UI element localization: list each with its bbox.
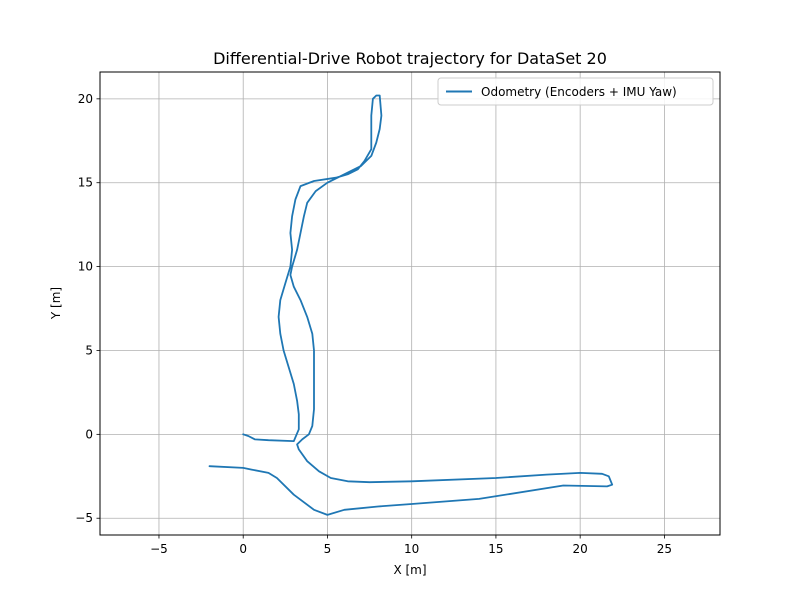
y-tick-label: 20 xyxy=(78,92,93,106)
y-axis-label: Y [m] xyxy=(49,287,63,320)
chart-title: Differential-Drive Robot trajectory for … xyxy=(213,49,607,68)
x-tick-label: −5 xyxy=(150,542,168,556)
axis-ticks: −5 0 5 10 15 20 25 −5 0 5 10 15 20 xyxy=(75,92,672,556)
x-tick-label: 5 xyxy=(324,542,332,556)
x-tick-label: 20 xyxy=(573,542,588,556)
y-tick-label: 10 xyxy=(78,260,93,274)
x-tick-label: 15 xyxy=(488,542,503,556)
series-lines xyxy=(208,94,614,516)
axes-frame xyxy=(99,71,721,536)
legend-label: Odometry (Encoders + IMU Yaw) xyxy=(481,85,677,99)
y-tick-label: 0 xyxy=(85,427,93,441)
x-tick-label: 25 xyxy=(657,542,672,556)
y-tick-label: 5 xyxy=(85,343,93,357)
y-tick-label: −5 xyxy=(75,511,93,525)
x-tick-label: 10 xyxy=(404,542,419,556)
y-tick-label: 15 xyxy=(78,176,93,190)
legend-box xyxy=(437,77,714,106)
grid-lines xyxy=(100,72,720,535)
x-axis-label: X [m] xyxy=(393,563,426,577)
trajectory-line xyxy=(208,94,614,516)
legend: Odometry (Encoders + IMU Yaw) xyxy=(437,77,714,106)
x-tick-label: 0 xyxy=(239,542,247,556)
